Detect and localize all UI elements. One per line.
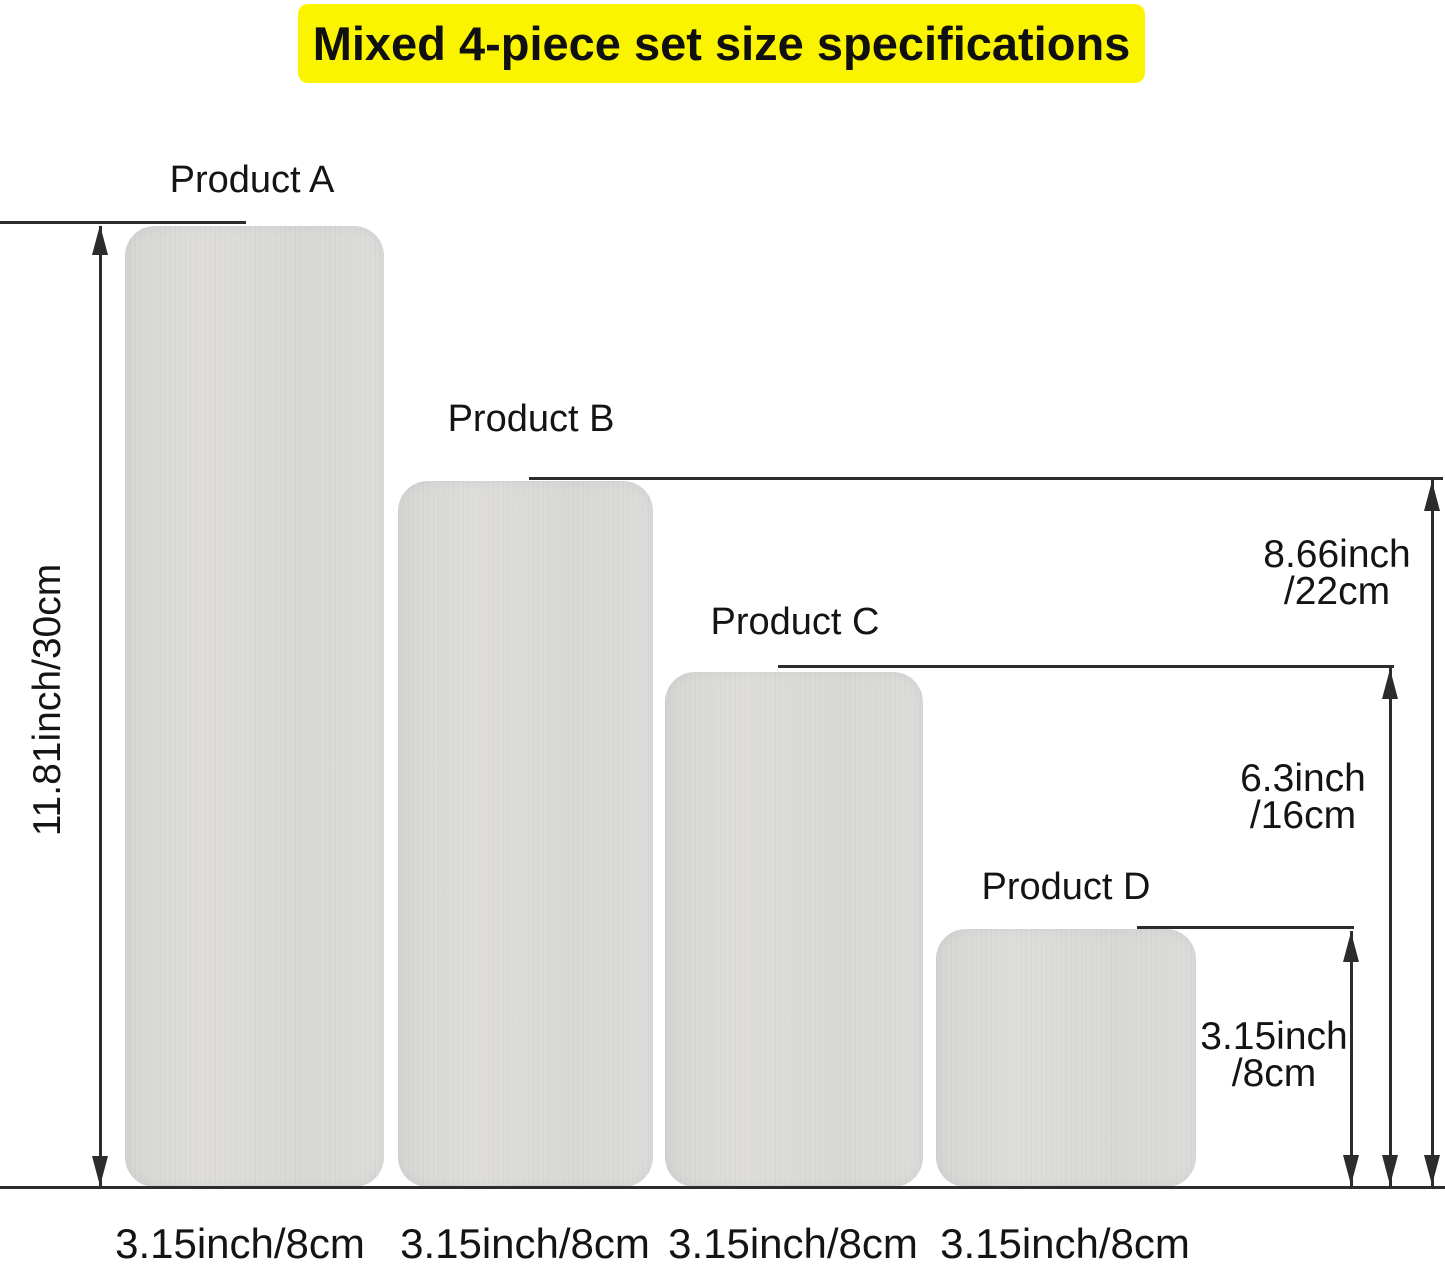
product-b-height-label: 8.66inch /22cm <box>1227 533 1445 614</box>
product-b-panel <box>398 481 653 1187</box>
product-d-height-dimension-line <box>1350 931 1353 1186</box>
arrow-down-icon <box>1424 1155 1440 1185</box>
product-a-height-dimension-line <box>99 226 102 1186</box>
product-b-height-dimension-line <box>1431 480 1434 1186</box>
baseline <box>0 1186 1445 1189</box>
product-c-height-inches: 6.3inch <box>1240 757 1366 800</box>
arrow-up-icon <box>1424 481 1440 511</box>
product-a-width-label: 3.15inch/8cm <box>115 1220 365 1264</box>
arrow-down-icon <box>1343 1155 1359 1185</box>
product-d-height-cm: /8cm <box>1231 1052 1317 1096</box>
product-d-height-label: 3.15inch /8cm <box>1164 1015 1384 1096</box>
product-a-height-label: 11.81inch/30cm <box>26 563 69 837</box>
product-c-label: Product C <box>710 601 880 643</box>
product-b-width-label: 3.15inch/8cm <box>400 1220 650 1264</box>
product-b-height-inches: 8.66inch <box>1263 533 1411 576</box>
product-c-width-label: 3.15inch/8cm <box>668 1220 918 1264</box>
arrow-down-icon <box>92 1156 108 1186</box>
product-d-label: Product D <box>981 866 1151 908</box>
product-b-label: Product B <box>447 398 615 440</box>
product-d-width-label: 3.15inch/8cm <box>940 1220 1190 1264</box>
product-c-height-label: 6.3inch /16cm <box>1193 757 1413 838</box>
arrow-up-icon <box>1343 932 1359 962</box>
product-b-top-reference-line <box>529 477 1443 480</box>
product-a-top-reference-line <box>0 221 246 224</box>
product-d-panel <box>936 929 1196 1187</box>
title-banner: Mixed 4-piece set size specifications <box>298 4 1145 83</box>
diagram-title: Mixed 4-piece set size specifications <box>312 17 1131 70</box>
product-d-height-inches: 3.15inch <box>1200 1015 1348 1058</box>
arrow-down-icon <box>1382 1155 1398 1185</box>
product-c-height-cm: /16cm <box>1249 794 1357 838</box>
product-d-top-reference-line <box>1137 926 1354 929</box>
product-c-height-dimension-line <box>1389 668 1392 1186</box>
product-a-panel <box>125 226 384 1187</box>
product-c-top-reference-line <box>778 665 1394 668</box>
arrow-up-icon <box>92 225 108 255</box>
product-a-label: Product A <box>169 159 335 201</box>
product-c-panel <box>665 672 923 1187</box>
arrow-up-icon <box>1382 669 1398 699</box>
product-b-height-cm: /22cm <box>1283 570 1391 614</box>
